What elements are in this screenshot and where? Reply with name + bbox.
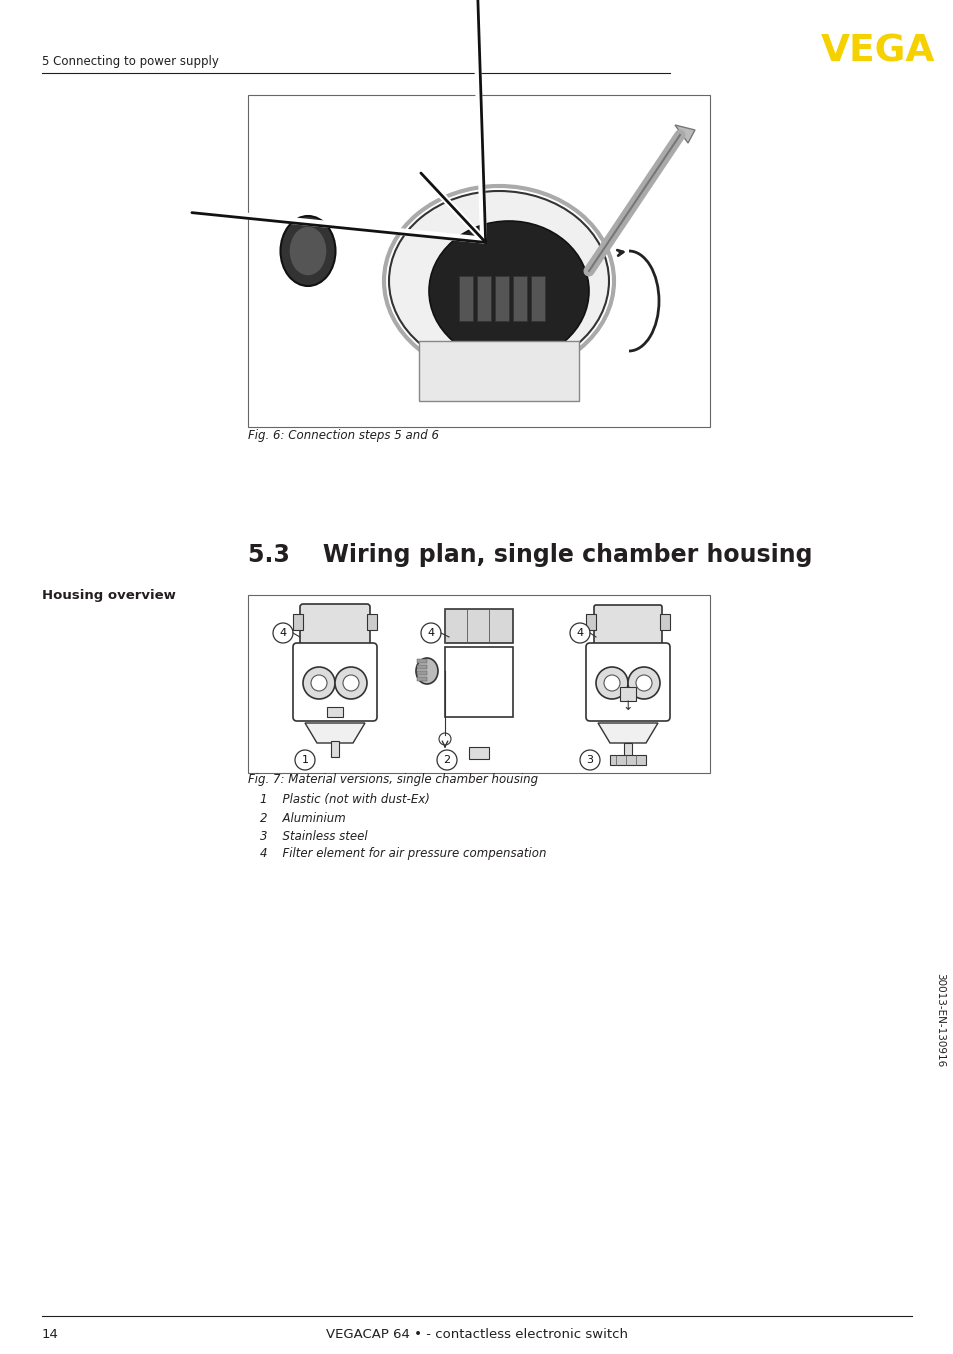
Circle shape <box>303 668 335 699</box>
Text: 4: 4 <box>576 628 583 638</box>
Circle shape <box>627 668 659 699</box>
Ellipse shape <box>280 217 335 286</box>
Polygon shape <box>305 723 365 743</box>
Text: ↓: ↓ <box>622 700 633 714</box>
Ellipse shape <box>389 191 608 371</box>
Bar <box>416 659 427 663</box>
Text: 1: 1 <box>301 756 308 765</box>
Ellipse shape <box>429 221 588 362</box>
Circle shape <box>603 676 619 691</box>
Bar <box>331 741 338 757</box>
Text: 14: 14 <box>42 1328 59 1342</box>
Circle shape <box>596 668 627 699</box>
Text: VEGACAP 64 • - contactless electronic switch: VEGACAP 64 • - contactless electronic sw… <box>326 1328 627 1342</box>
Text: Fig. 6: Connection steps 5 and 6: Fig. 6: Connection steps 5 and 6 <box>248 428 438 441</box>
Bar <box>248 95 709 427</box>
Circle shape <box>273 623 293 643</box>
Bar <box>476 276 491 321</box>
FancyBboxPatch shape <box>299 604 370 646</box>
Circle shape <box>343 676 358 691</box>
Text: Fig. 7: Material versions, single chamber housing: Fig. 7: Material versions, single chambe… <box>248 773 537 787</box>
Text: 2    Aluminium: 2 Aluminium <box>260 811 345 825</box>
Circle shape <box>436 750 456 770</box>
Bar <box>609 756 645 765</box>
Circle shape <box>438 733 451 745</box>
Bar <box>585 613 596 630</box>
Bar <box>469 747 489 760</box>
Bar <box>495 276 509 321</box>
Text: 4: 4 <box>279 628 286 638</box>
Circle shape <box>420 623 440 643</box>
Bar <box>367 613 376 630</box>
Ellipse shape <box>289 226 327 276</box>
Circle shape <box>335 668 367 699</box>
Bar <box>444 609 513 643</box>
Bar <box>418 341 578 401</box>
Bar <box>293 613 303 630</box>
Text: 3    Stainless steel: 3 Stainless steel <box>260 830 367 842</box>
Bar <box>327 707 343 718</box>
Polygon shape <box>675 125 695 144</box>
Bar <box>444 647 513 718</box>
Text: 4: 4 <box>427 628 435 638</box>
FancyBboxPatch shape <box>293 643 376 720</box>
Bar <box>659 613 669 630</box>
Text: 4    Filter element for air pressure compensation: 4 Filter element for air pressure compen… <box>260 848 546 861</box>
Bar <box>513 276 526 321</box>
Bar <box>416 672 427 676</box>
FancyBboxPatch shape <box>594 605 661 645</box>
Text: 5.3    Wiring plan, single chamber housing: 5.3 Wiring plan, single chamber housing <box>248 543 812 567</box>
Text: VEGA: VEGA <box>820 34 934 70</box>
Bar <box>623 743 631 757</box>
Circle shape <box>636 676 651 691</box>
Bar <box>531 276 544 321</box>
Text: 2: 2 <box>443 756 450 765</box>
Circle shape <box>294 750 314 770</box>
Circle shape <box>579 750 599 770</box>
Ellipse shape <box>416 658 437 684</box>
Text: 3: 3 <box>586 756 593 765</box>
Bar <box>619 686 636 701</box>
Text: 1    Plastic (not with dust-Ex): 1 Plastic (not with dust-Ex) <box>260 793 430 807</box>
Bar <box>248 594 709 773</box>
Bar <box>416 677 427 681</box>
Text: Housing overview: Housing overview <box>42 589 175 601</box>
FancyBboxPatch shape <box>585 643 669 720</box>
Circle shape <box>569 623 589 643</box>
Bar <box>416 665 427 669</box>
Text: 30013-EN-130916: 30013-EN-130916 <box>934 974 944 1067</box>
Bar <box>458 276 473 321</box>
Polygon shape <box>598 723 658 743</box>
Text: 5 Connecting to power supply: 5 Connecting to power supply <box>42 56 218 69</box>
Circle shape <box>311 676 327 691</box>
